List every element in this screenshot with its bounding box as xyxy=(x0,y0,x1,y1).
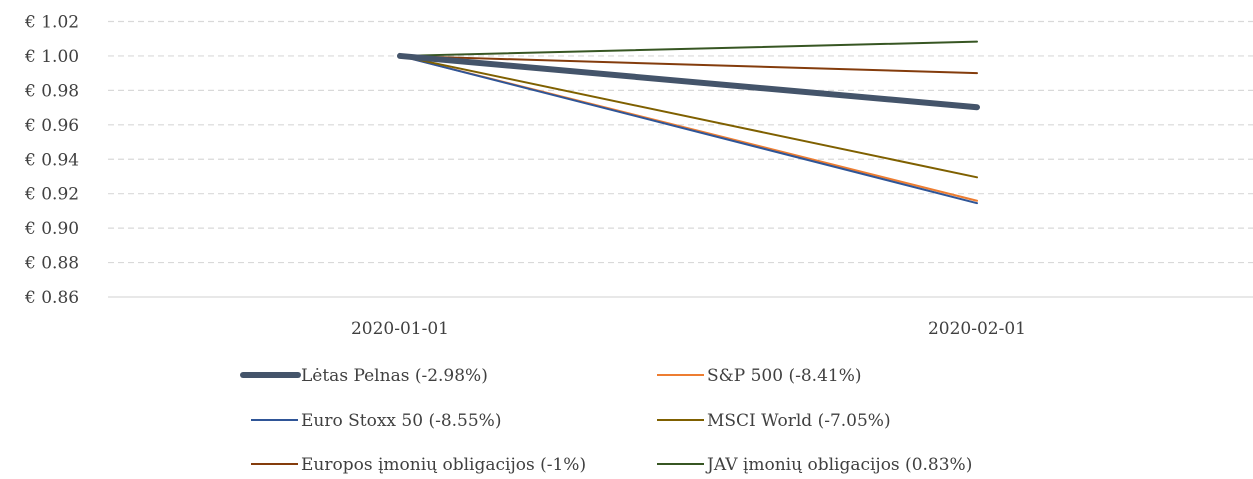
y-tick-labels: € 1.02 € 1.00 € 0.98 € 0.96 € 0.94 € 0.92 € 0.… xyxy=(24,13,79,309)
series-line xyxy=(399,54,978,75)
series-lines xyxy=(397,40,980,205)
grid-lines xyxy=(108,20,1253,264)
y-tick-label: € 1.00 xyxy=(24,47,79,67)
y-tick-label: € 0.86 xyxy=(24,288,79,308)
y-tick-label: € 0.88 xyxy=(24,254,79,274)
y-tick-label: € 0.90 xyxy=(24,219,79,239)
y-tick-label: € 1.02 xyxy=(24,13,79,33)
legend-label: JAV įmonių obligacijos (0.83%) xyxy=(705,455,972,475)
series-line xyxy=(399,54,978,205)
y-tick-label: € 0.94 xyxy=(24,150,79,170)
y-tick-label: € 0.92 xyxy=(24,185,79,205)
legend-label: Euro Stoxx 50 (-8.55%) xyxy=(301,411,501,431)
series-line xyxy=(399,40,978,57)
x-tick-labels: 2020-01-01 2020-02-01 xyxy=(351,319,1026,339)
y-tick-label: € 0.96 xyxy=(24,116,79,136)
legend-label: Lėtas Pelnas (-2.98%) xyxy=(301,366,488,386)
legend: Lėtas Pelnas (-2.98%) S&P 500 (-8.41%) Eur… xyxy=(240,366,972,475)
series-line xyxy=(399,54,978,179)
y-tick-label: € 0.98 xyxy=(24,81,79,101)
legend-label: S&P 500 (-8.41%) xyxy=(707,366,862,386)
series-line xyxy=(397,52,980,111)
x-tick-label: 2020-02-01 xyxy=(928,319,1026,339)
legend-label: MSCI World (-7.05%) xyxy=(707,411,891,431)
x-tick-label: 2020-01-01 xyxy=(351,319,449,339)
legend-label: Europos įmonių obligacijos (-1%) xyxy=(301,455,586,475)
